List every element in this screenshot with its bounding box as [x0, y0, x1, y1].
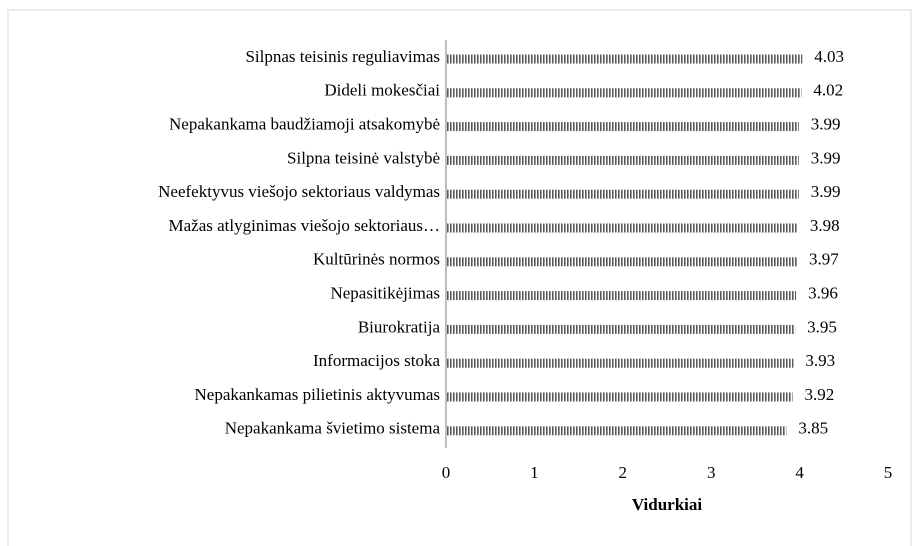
bar [446, 426, 787, 436]
bar [446, 88, 802, 98]
data-label: 4.02 [813, 81, 843, 100]
data-label: 3.99 [811, 182, 841, 201]
bar [446, 358, 794, 368]
y-tick-label: Mažas atlyginimas viešojo sektoriaus… [169, 216, 440, 235]
x-tick-label: 2 [619, 463, 628, 482]
bar [446, 291, 797, 301]
bar [446, 54, 803, 64]
y-tick-label: Nepakankama švietimo sistema [225, 419, 441, 438]
x-tick-label: 4 [795, 463, 804, 482]
bar [446, 122, 799, 132]
y-tick-label: Nepakankama baudžiamoji atsakomybė [169, 115, 440, 134]
y-tick-label: Nepasitikėjimas [330, 284, 440, 303]
y-tick-label: Dideli mokesčiai [324, 81, 440, 100]
bar [446, 392, 793, 402]
y-tick-label: Silpna teisinė valstybė [287, 148, 440, 167]
y-tick-label: Neefektyvus viešojo sektoriaus valdymas [158, 182, 440, 201]
bar [446, 257, 797, 267]
bar [446, 324, 796, 334]
x-axis-label: Vidurkiai [632, 495, 703, 514]
data-label: 3.85 [798, 419, 828, 438]
data-label: 3.99 [811, 115, 841, 134]
y-tick-label: Nepakankamas pilietinis aktyvumas [195, 385, 441, 404]
data-label: 3.93 [805, 351, 835, 370]
bar [446, 223, 798, 233]
chart-border [7, 9, 912, 546]
bar [446, 189, 799, 199]
data-label: 3.96 [808, 284, 838, 303]
data-label: 3.97 [809, 250, 839, 269]
y-tick-label: Biurokratija [358, 317, 441, 336]
x-tick-label: 0 [442, 463, 451, 482]
bar [446, 155, 799, 165]
data-label: 3.98 [810, 216, 840, 235]
data-label: 3.95 [807, 317, 837, 336]
y-tick-label: Informacijos stoka [313, 351, 440, 370]
data-label: 3.92 [805, 385, 835, 404]
x-tick-label: 5 [884, 463, 893, 482]
x-tick-label: 3 [707, 463, 716, 482]
y-tick-label: Kultūrinės normos [313, 250, 440, 269]
y-tick-label: Silpnas teisinis reguliavimas [245, 47, 440, 66]
x-tick-label: 1 [530, 463, 539, 482]
data-label: 4.03 [814, 47, 844, 66]
data-label: 3.99 [811, 148, 841, 167]
